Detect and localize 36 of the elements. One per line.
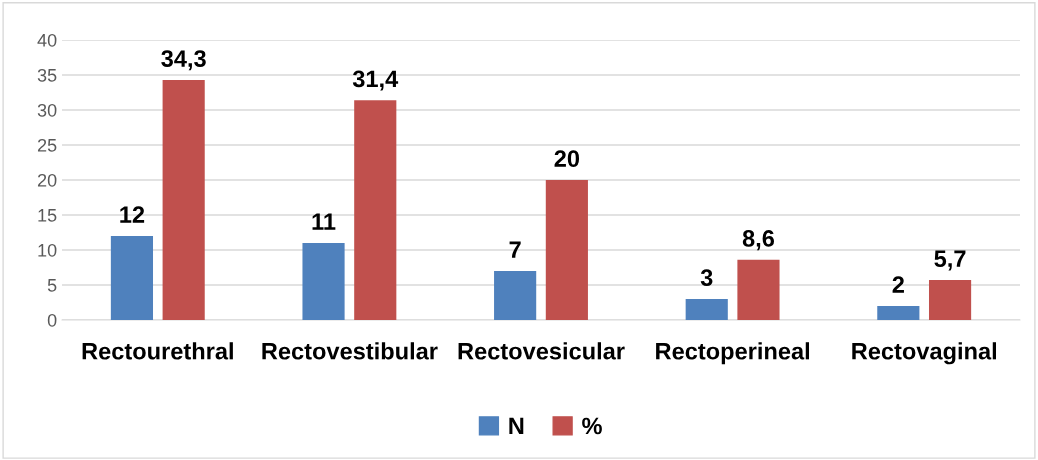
y-tick-label: 25: [37, 138, 57, 152]
bar: [354, 100, 397, 320]
data-label: 7: [509, 241, 521, 258]
bar: [928, 280, 972, 320]
data-label: 2: [892, 276, 904, 293]
y-tick-label: 40: [37, 33, 57, 47]
x-tick-label: Rectoperineal: [656, 342, 810, 365]
y-tick-label: 5: [47, 279, 57, 292]
y-tick-label: 35: [37, 68, 57, 82]
data-label: 5,7: [934, 250, 966, 271]
data-label: 34,3: [161, 50, 206, 71]
y-tick-label: 15: [38, 209, 57, 222]
data-label: 31,4: [352, 70, 399, 91]
data-label: 12: [120, 206, 145, 223]
legend-label: %: [582, 417, 602, 435]
bar: [302, 243, 345, 320]
x-tick-label: Rectovaginal: [852, 342, 997, 365]
y-tick-label: 10: [38, 243, 57, 257]
x-tick-label: Rectourethral: [82, 342, 233, 360]
bar: [685, 299, 728, 320]
y-tick-label: 20: [37, 173, 57, 187]
bar: [877, 306, 920, 320]
bar: [110, 236, 154, 320]
x-tick-label: Rectovesicular: [458, 342, 625, 360]
bar: [737, 259, 780, 320]
bar: [494, 271, 537, 320]
data-label: 3: [700, 269, 713, 287]
data-label: 8,6: [742, 230, 775, 251]
y-tick-label: 0: [47, 313, 57, 327]
bar: [162, 79, 205, 320]
x-tick-label: Rectovestibular: [262, 342, 438, 360]
data-label: 20: [554, 150, 580, 167]
y-tick-label: 30: [37, 103, 57, 117]
data-label: 11: [312, 213, 336, 230]
bar: [545, 180, 588, 320]
legend-label: N: [509, 417, 524, 435]
